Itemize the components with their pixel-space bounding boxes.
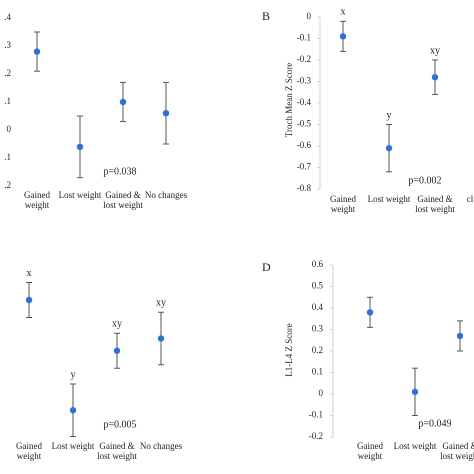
y-tick-label: 0.5 — [312, 281, 324, 291]
x-tick-label: Gained weight — [24, 190, 50, 210]
y-tick-label: -0.3 — [297, 76, 312, 86]
point — [25, 296, 33, 304]
point — [385, 144, 393, 152]
y-tick-label: 0.1 — [312, 367, 323, 377]
y-tick-label: -0.8 — [297, 183, 312, 193]
y-axis-label: L1-L4 Z Score — [284, 323, 294, 376]
x-tick-label: Lost weight — [367, 194, 411, 204]
x-tick-label: No changes — [139, 441, 183, 451]
y-tick-label: -0.6 — [297, 140, 312, 150]
point — [366, 309, 374, 316]
point — [411, 388, 419, 396]
point — [33, 48, 41, 55]
annotation: p=0.002 — [408, 175, 441, 186]
point — [431, 74, 439, 81]
annotation: p=0.005 — [103, 419, 136, 430]
y-tick-label: 0.6 — [312, 259, 324, 269]
x-tick-label: Gained & lost weight — [415, 194, 455, 214]
panel-label: B — [262, 9, 270, 23]
x-tick-label: Gained weight — [16, 441, 42, 461]
point — [113, 347, 121, 354]
y-tick-label: -0.1 — [297, 33, 311, 43]
x-tick-label: Lost weight — [51, 441, 95, 451]
point — [339, 33, 347, 40]
point — [162, 110, 170, 117]
point-label: x — [341, 7, 346, 18]
point — [119, 98, 127, 106]
point-label: xy — [156, 298, 166, 309]
y-tick-label: 0.2 — [312, 345, 323, 355]
y-tick-label: .2 — [4, 68, 11, 78]
y-tick-label: -0.2 — [297, 54, 311, 64]
annotation: p=0.049 — [418, 418, 451, 429]
point-label: y — [71, 369, 76, 380]
point — [69, 407, 77, 414]
annotation: p=0.038 — [103, 166, 136, 177]
y-tick-label: -0.1 — [309, 410, 323, 420]
x-tick-label: Lost weight — [58, 190, 102, 200]
y-tick-label: -0.5 — [297, 119, 312, 129]
point — [456, 332, 464, 340]
y-tick-label: .1 — [4, 152, 11, 162]
y-tick-label: 0.4 — [312, 302, 324, 312]
point-label: xy — [112, 319, 122, 330]
x-tick-label: Gained & lost weight — [440, 441, 474, 461]
y-axis-label: Troch Mean Z Score — [284, 63, 294, 137]
y-tick-label: 0 — [307, 11, 312, 21]
y-tick-label: .2 — [4, 180, 11, 190]
point-label: xy — [430, 45, 440, 56]
y-tick-label: 0 — [7, 124, 12, 134]
x-tick-label: cl — [466, 194, 474, 204]
x-tick-label: No changes — [144, 190, 188, 200]
point-label: y — [387, 110, 392, 121]
panel-label: D — [262, 260, 271, 274]
x-tick-label: Gained weight — [357, 441, 383, 461]
y-tick-label: .4 — [4, 12, 11, 22]
y-tick-label: 0.3 — [312, 324, 324, 334]
point — [76, 143, 84, 150]
x-tick-label: Gained & lost weight — [97, 441, 137, 461]
x-tick-label: Gained weight — [330, 194, 356, 214]
x-tick-label: Gained & lost weight — [103, 190, 143, 210]
y-tick-label: -0.4 — [297, 97, 312, 107]
y-tick-label: .1 — [4, 96, 11, 106]
point — [157, 335, 165, 342]
y-tick-label: -0.2 — [309, 431, 323, 441]
y-tick-label: 0 — [319, 388, 324, 398]
point-label: x — [27, 268, 32, 279]
y-tick-label: .3 — [4, 40, 11, 50]
x-tick-label: Lost weight — [393, 441, 437, 451]
y-tick-label: -0.7 — [297, 162, 312, 172]
